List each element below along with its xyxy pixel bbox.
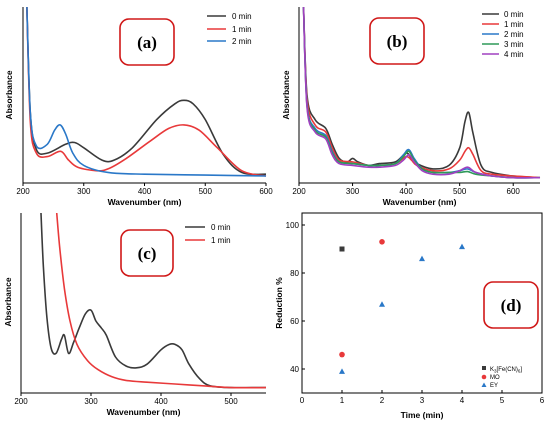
panel-d-label-frame <box>483 281 539 329</box>
panel-a-label-box: (a) <box>119 18 175 66</box>
x-tick-label: 200 <box>292 187 306 196</box>
legend-marker-square <box>482 366 486 370</box>
panel-d-ylabel: Reduction % <box>274 277 284 329</box>
legend-label: 1 min <box>504 20 524 29</box>
panel-d-label-box: (d) <box>483 281 539 329</box>
data-point-circle <box>339 351 345 358</box>
x-tick-label: 1 <box>340 396 345 405</box>
legend-label: 4 min <box>504 50 524 59</box>
panel-c-label-frame <box>120 229 174 277</box>
panel-c-label: (c) <box>138 244 157 263</box>
panel-b-ylabel: Absorbance <box>281 70 291 119</box>
x-tick-label: 300 <box>346 187 360 196</box>
panel-c: 200 300 400 500 Wavenumber (nm) Absorbance … <box>3 213 267 417</box>
series-line-4-min <box>302 7 541 179</box>
panel-a-xlabel: Wavenumber (nm) <box>108 197 182 207</box>
panel-a: 200 300 400 500 600 Wavenumber (nm) Absorban… <box>4 7 273 207</box>
panel-d-label: (d) <box>501 296 522 315</box>
legend-label-ey: EY <box>490 383 498 389</box>
legend-label-k3: K3[Fe(CN)6] <box>490 367 522 374</box>
legend-label: 2 min <box>232 37 252 46</box>
y-tick-label: 40 <box>290 365 299 374</box>
panel-a-legend: 0 min 1 min 2 min <box>207 12 252 46</box>
panel-b-legend: 0 min 1 min 2 min 3 min 4 min <box>482 10 524 59</box>
x-tick-label: 300 <box>77 187 91 196</box>
legend-label-mo: MO <box>490 375 500 381</box>
panel-d-xlabel: Time (min) <box>401 410 444 420</box>
x-tick-label: 600 <box>259 187 273 196</box>
x-tick-label: 400 <box>154 397 168 406</box>
series-line-2-min <box>26 7 267 177</box>
legend-label: 0 min <box>504 10 524 19</box>
legend-label: 2 min <box>504 30 524 39</box>
data-point-triangle <box>459 243 465 250</box>
x-tick-label: 300 <box>84 397 98 406</box>
x-tick-label: 400 <box>399 187 413 196</box>
x-tick-label: 600 <box>507 187 521 196</box>
x-tick-label: 400 <box>138 187 152 196</box>
series-line-1-min <box>302 7 541 179</box>
x-tick-label: 2 <box>380 396 385 405</box>
series-line-0-min <box>40 213 266 389</box>
panel-b-label-frame <box>369 17 425 65</box>
x-tick-label: 500 <box>199 187 213 196</box>
panel-a-label: (a) <box>137 33 157 52</box>
panel-a-label-frame <box>119 18 175 66</box>
legend-label: 0 min <box>211 223 231 232</box>
data-point-circle <box>379 239 385 245</box>
panel-c-label-box: (c) <box>120 229 174 277</box>
x-tick-label: 500 <box>224 397 238 406</box>
panel-b-label: (b) <box>387 32 408 51</box>
x-tick-label: 200 <box>16 187 30 196</box>
data-point-square <box>339 246 345 252</box>
panel-b-label-box: (b) <box>369 17 425 65</box>
legend-marker-circle <box>481 374 487 380</box>
panel-d-legend: K3[Fe(CN)6] MO EY <box>481 366 522 389</box>
y-tick-label: 80 <box>290 269 299 278</box>
y-tick-label: 60 <box>290 317 299 326</box>
data-point-triangle <box>419 255 425 262</box>
x-tick-label: 0 <box>300 396 305 405</box>
legend-label: 3 min <box>504 40 524 49</box>
data-point-triangle <box>339 368 345 374</box>
x-tick-label: 6 <box>540 396 545 405</box>
legend-marker-triangle <box>481 382 487 387</box>
y-tick-label: 100 <box>286 221 300 230</box>
series-line-1-min <box>55 213 267 389</box>
legend-label: 0 min <box>232 12 252 21</box>
series-line-1-min <box>26 7 267 177</box>
x-tick-label: 3 <box>420 396 425 405</box>
panel-c-legend: 0 min 1 min <box>185 223 231 245</box>
x-tick-label: 5 <box>500 396 505 405</box>
panel-c-ylabel: Absorbance <box>3 277 13 326</box>
panel-a-ylabel: Absorbance <box>4 70 14 119</box>
series-line-0-min <box>26 7 267 176</box>
panel-b: 200 300 400 500 600 Wavenumber (nm) Absorban… <box>281 7 541 207</box>
x-tick-label: 500 <box>453 187 467 196</box>
legend-label: 1 min <box>232 25 252 34</box>
panel-b-xlabel: Wavenumber (nm) <box>383 197 457 207</box>
panel-c-xlabel: Wavenumber (nm) <box>107 407 181 417</box>
legend-label: 1 min <box>211 236 231 245</box>
data-point-triangle <box>379 301 385 307</box>
x-tick-label: 4 <box>460 396 465 405</box>
x-tick-label: 200 <box>14 397 28 406</box>
